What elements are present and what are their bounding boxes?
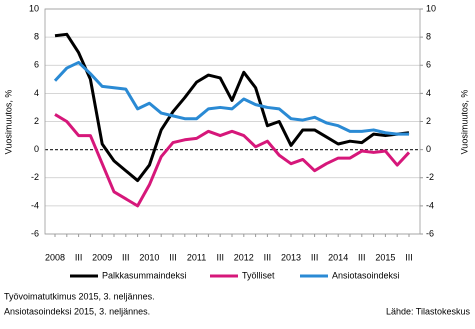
- y2-tick-label: -6: [426, 228, 434, 238]
- y2-axis-label: Vuosimuutos, %: [459, 90, 469, 155]
- y-tick-label: 4: [34, 88, 39, 98]
- y2-tick-label: -4: [426, 200, 434, 210]
- y2-tick-label: 2: [426, 116, 431, 126]
- x-tick-label: 2013: [281, 252, 301, 262]
- x-tick-label: III: [75, 252, 83, 262]
- legend-label: Työlliset: [242, 270, 275, 280]
- y-tick-label: 2: [34, 116, 39, 126]
- y-tick-label: 8: [34, 32, 39, 42]
- x-tick-label: III: [358, 252, 366, 262]
- x-tick-label: 2014: [328, 252, 348, 262]
- y-tick-label: 6: [34, 60, 39, 70]
- y-tick-label: 0: [34, 144, 39, 154]
- x-tick-label: III: [405, 252, 413, 262]
- y2-tick-label: 6: [426, 60, 431, 70]
- legend-label: Palkkasummaindeksi: [102, 270, 187, 280]
- y2-tick-label: 10: [426, 3, 436, 13]
- note: Työvoimatutkimus 2015, 3. neljännes.: [4, 291, 155, 301]
- x-tick-label: 2008: [45, 252, 65, 262]
- series-line: [54, 32, 410, 183]
- y-tick-label: 10: [29, 3, 39, 13]
- legend-label: Ansiotasoindeksi: [332, 270, 400, 280]
- series-line: [54, 113, 411, 208]
- x-tick-label: 2010: [139, 252, 159, 262]
- source: Lähde: Tilastokeskus: [386, 306, 471, 316]
- x-tick-label: 2012: [234, 252, 254, 262]
- x-tick-label: III: [169, 252, 177, 262]
- x-tick-label: III: [264, 252, 272, 262]
- x-tick-label: 2015: [375, 252, 395, 262]
- x-tick-label: 2009: [92, 252, 112, 262]
- y-tick-label: -2: [31, 172, 39, 182]
- y-axis-label: Vuosimuutos, %: [3, 90, 13, 155]
- y2-tick-label: 8: [426, 32, 431, 42]
- y2-tick-label: 4: [426, 88, 431, 98]
- x-tick-label: III: [311, 252, 319, 262]
- x-tick-label: III: [122, 252, 130, 262]
- series-line: [53, 60, 409, 136]
- note: Ansiotasoindeksi 2015, 3. neljännes.: [4, 306, 150, 316]
- y-tick-label: -6: [31, 228, 39, 238]
- x-tick-label: 2011: [187, 252, 206, 262]
- y2-tick-label: -2: [426, 172, 434, 182]
- x-tick-label: III: [216, 252, 224, 262]
- y-tick-label: -4: [31, 200, 39, 210]
- y2-tick-label: 0: [426, 144, 431, 154]
